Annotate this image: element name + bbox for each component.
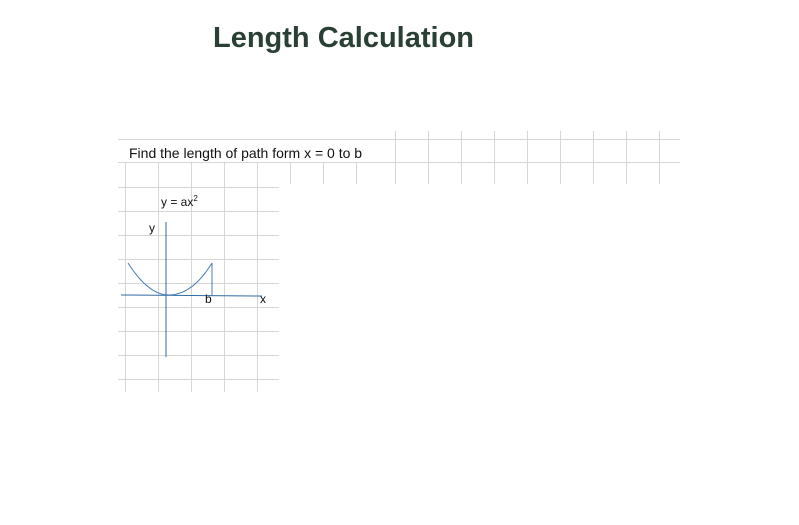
problem-statement: Find the length of path form x = 0 to b — [129, 145, 363, 161]
page-title: Length Calculation — [213, 22, 474, 54]
grid-lines-lower — [118, 184, 279, 392]
grid-lines-upper — [118, 131, 680, 184]
spreadsheet-grid-upper — [118, 131, 680, 184]
spreadsheet-grid-lower — [118, 184, 279, 392]
